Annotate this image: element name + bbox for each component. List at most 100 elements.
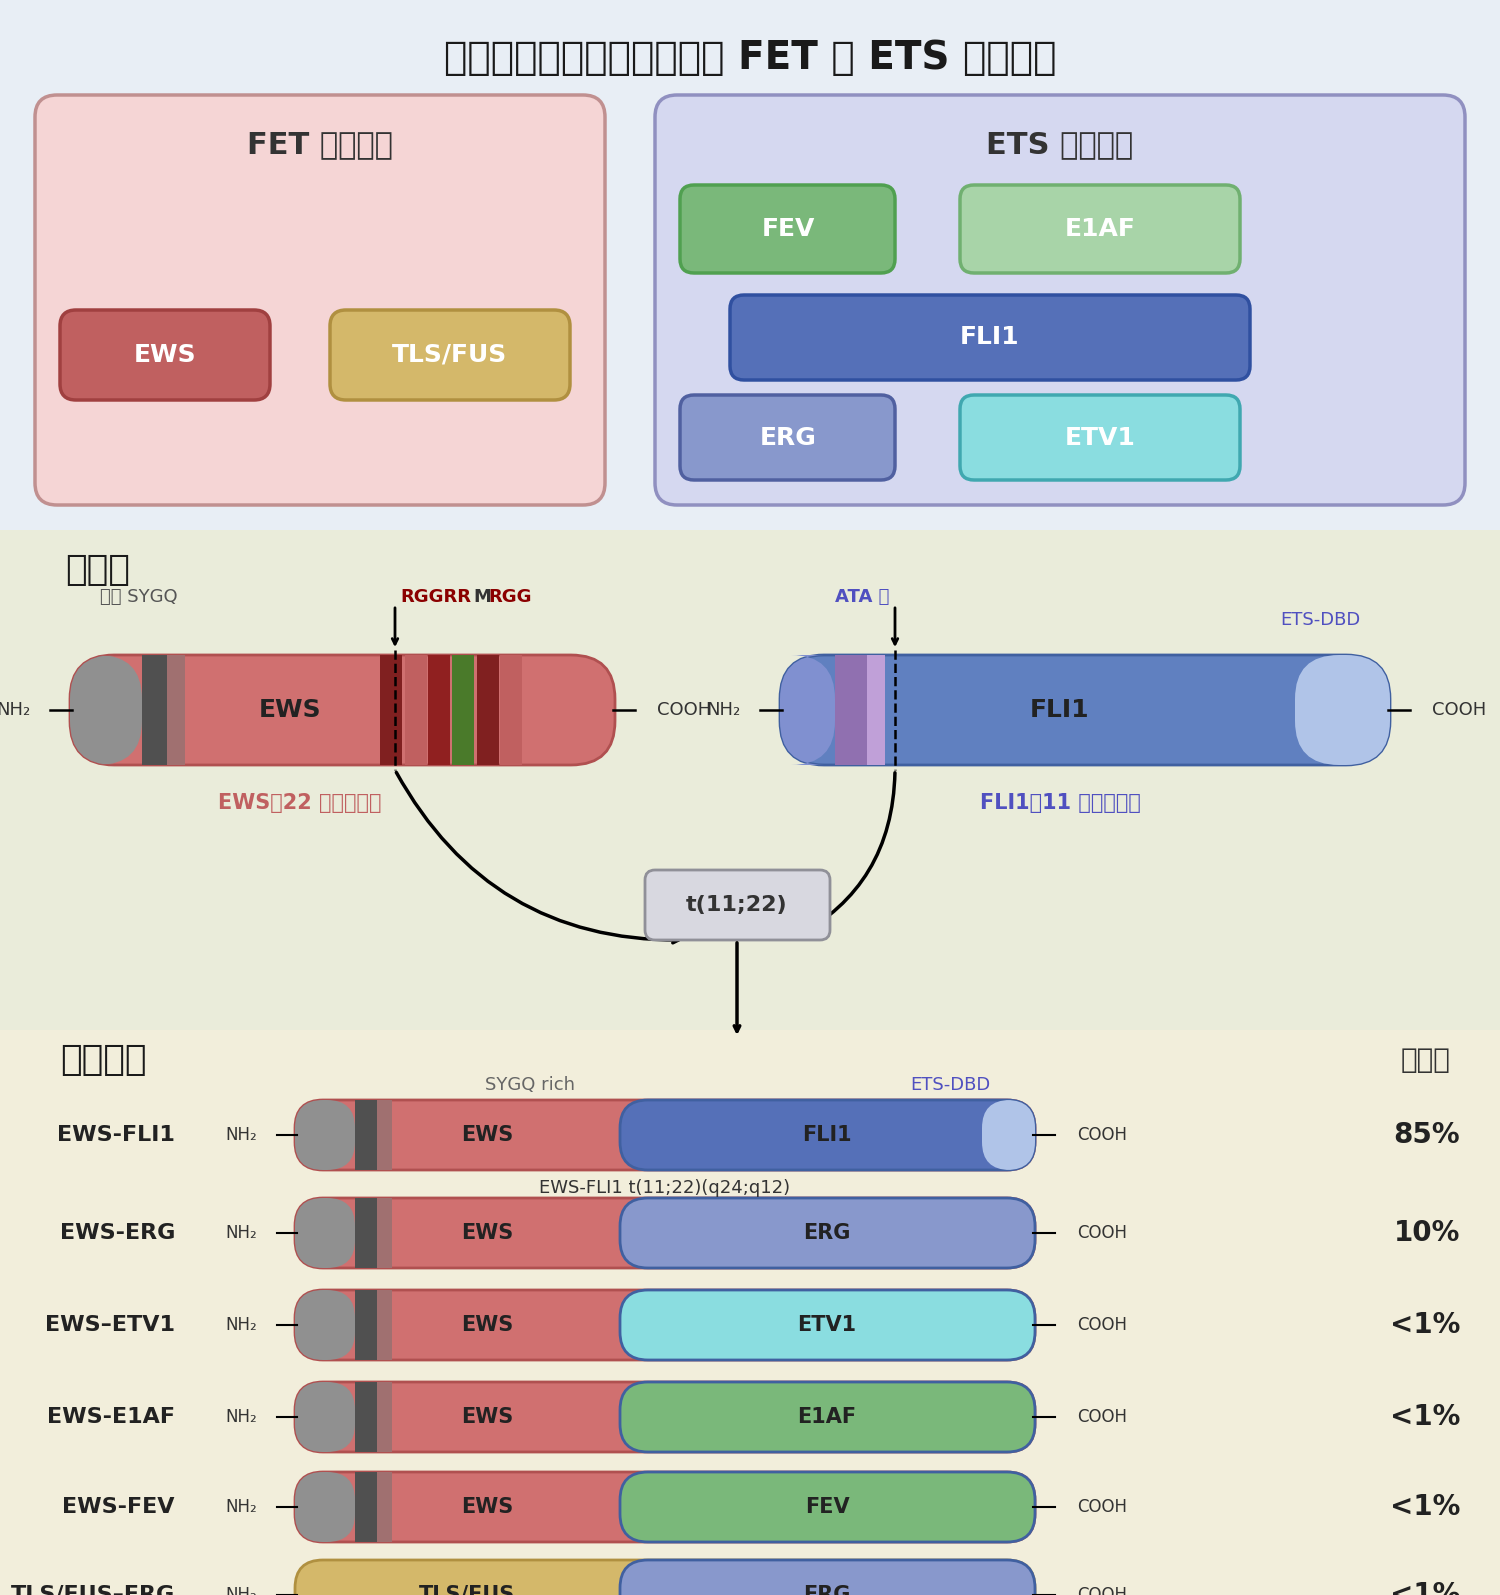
Text: EWS-E1AF: EWS-E1AF [46,1407,176,1428]
Text: ETS 转录因子: ETS 转录因子 [987,131,1134,160]
FancyBboxPatch shape [296,1472,1035,1542]
Bar [356,1381,376,1451]
FancyBboxPatch shape [296,1290,356,1361]
Text: 与尤因肉瘤发病机制相关的 FET 和 ETS 家族成员: 与尤因肉瘤发病机制相关的 FET 和 ETS 家族成员 [444,38,1056,77]
Text: NH₂: NH₂ [225,1408,256,1426]
Text: E1AF: E1AF [1065,217,1136,241]
Text: EWS: EWS [460,1407,513,1428]
Bar [376,1198,392,1268]
Bar [500,656,522,766]
FancyBboxPatch shape [330,309,570,400]
Text: EWS-ERG: EWS-ERG [60,1223,176,1243]
Bar [376,1290,392,1361]
Text: 85%: 85% [1394,1121,1460,1148]
FancyBboxPatch shape [620,1101,1035,1171]
Text: SYGQ rich: SYGQ rich [484,1077,574,1094]
Text: FLI1（11 号染色体）: FLI1（11 号染色体） [980,793,1140,813]
Bar [356,1101,376,1171]
FancyBboxPatch shape [60,309,270,400]
FancyBboxPatch shape [296,1290,1035,1361]
Text: COOH: COOH [657,700,711,719]
Text: EWS: EWS [460,1314,513,1335]
Text: 融合蛋白: 融合蛋白 [60,1043,147,1077]
FancyBboxPatch shape [780,656,1390,766]
Text: EWS-FLI1 t(11;22)(q24;q12): EWS-FLI1 t(11;22)(q24;q12) [540,1179,790,1196]
Text: TLS/FUS: TLS/FUS [393,343,507,367]
FancyBboxPatch shape [960,396,1240,480]
Bar [0,1030,1500,1595]
FancyBboxPatch shape [960,185,1240,273]
Text: EWS-FLI1: EWS-FLI1 [57,1124,176,1145]
Bar [376,1381,392,1451]
FancyBboxPatch shape [680,396,896,480]
Text: FEV: FEV [804,1498,849,1517]
Bar [142,656,166,766]
FancyBboxPatch shape [656,96,1466,506]
Text: M: M [472,589,490,606]
FancyBboxPatch shape [780,656,836,766]
Text: <1%: <1% [1389,1581,1460,1595]
FancyBboxPatch shape [296,1198,356,1268]
Text: EWS: EWS [460,1498,513,1517]
FancyBboxPatch shape [296,1101,1035,1171]
Bar [405,656,427,766]
Text: EWS: EWS [460,1223,513,1243]
Text: EWS-FEV: EWS-FEV [63,1498,176,1517]
FancyBboxPatch shape [70,656,142,766]
FancyBboxPatch shape [620,1198,1035,1268]
Bar [477,656,500,766]
FancyBboxPatch shape [620,1560,1035,1595]
FancyBboxPatch shape [296,1560,1035,1595]
Text: TLS/FUS–ERG: TLS/FUS–ERG [10,1585,176,1595]
FancyBboxPatch shape [620,1290,1035,1361]
FancyBboxPatch shape [645,869,830,939]
Text: 域结构: 域结构 [64,553,130,587]
Bar [0,0,1500,530]
FancyBboxPatch shape [296,1101,356,1171]
FancyBboxPatch shape [34,96,604,506]
Bar [867,656,885,766]
Bar [380,656,402,766]
Text: NH₂: NH₂ [225,1498,256,1515]
Bar [356,1198,376,1268]
Text: FEV: FEV [762,217,814,241]
Text: RGGRR: RGGRR [400,589,471,606]
Text: EWS–ETV1: EWS–ETV1 [45,1314,176,1335]
Text: 10%: 10% [1394,1219,1460,1247]
Text: ATA 域: ATA 域 [836,589,890,606]
Text: COOH: COOH [1077,1126,1126,1144]
Text: <1%: <1% [1389,1493,1460,1522]
Text: ERG: ERG [804,1585,850,1595]
FancyBboxPatch shape [620,1472,1035,1542]
FancyBboxPatch shape [70,656,615,766]
Bar [427,656,450,766]
Text: COOH: COOH [1077,1408,1126,1426]
Text: FLI1: FLI1 [960,325,1020,349]
Bar [836,656,867,766]
Text: COOH: COOH [1077,1223,1126,1243]
FancyBboxPatch shape [296,1381,356,1451]
Text: NH₂: NH₂ [705,700,740,719]
Text: COOH: COOH [1077,1585,1126,1595]
Text: <1%: <1% [1389,1311,1460,1338]
FancyBboxPatch shape [680,185,896,273]
Text: ETV1: ETV1 [798,1314,856,1335]
Text: E1AF: E1AF [798,1407,856,1428]
Text: ERG: ERG [804,1223,850,1243]
Text: EWS: EWS [134,343,196,367]
Text: NH₂: NH₂ [225,1223,256,1243]
FancyBboxPatch shape [730,295,1250,380]
Text: 发生率: 发生率 [1400,1046,1450,1073]
Text: ERG: ERG [759,426,816,450]
Text: FLI1: FLI1 [802,1124,852,1145]
Text: COOH: COOH [1432,700,1486,719]
Bar [166,656,184,766]
Text: ETS-DBD: ETS-DBD [1280,611,1360,628]
Bar [356,1290,376,1361]
FancyBboxPatch shape [296,1381,1035,1451]
Text: FLI1: FLI1 [1030,699,1090,723]
FancyBboxPatch shape [982,1101,1035,1171]
Text: RGG: RGG [488,589,531,606]
FancyBboxPatch shape [1294,656,1390,766]
FancyBboxPatch shape [620,1381,1035,1451]
